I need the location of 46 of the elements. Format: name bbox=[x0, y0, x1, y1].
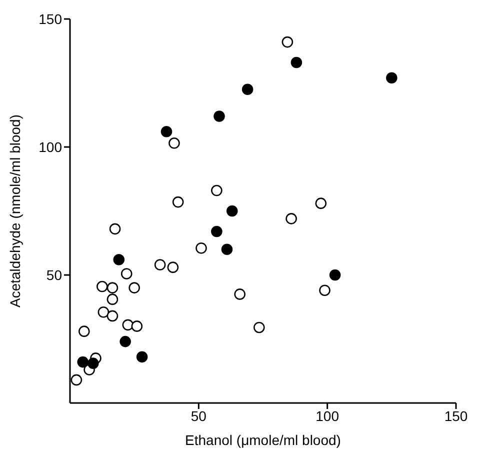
point bbox=[120, 268, 132, 280]
point bbox=[113, 254, 125, 266]
point bbox=[131, 320, 143, 332]
point bbox=[214, 110, 225, 122]
point bbox=[77, 356, 89, 368]
point bbox=[167, 262, 179, 273]
x-tick-label: 100 bbox=[316, 408, 340, 424]
point bbox=[106, 282, 118, 294]
point bbox=[253, 322, 265, 334]
point bbox=[211, 226, 222, 238]
point bbox=[319, 284, 330, 296]
point bbox=[136, 351, 148, 363]
point bbox=[106, 310, 118, 322]
point bbox=[315, 198, 327, 209]
x-axis-title: Ethanol (μmole/ml blood) bbox=[185, 432, 341, 448]
point bbox=[282, 36, 294, 48]
x-tick-label: 150 bbox=[444, 408, 468, 424]
point bbox=[122, 319, 134, 331]
point bbox=[154, 259, 166, 270]
point bbox=[96, 280, 108, 292]
point bbox=[196, 242, 207, 254]
point bbox=[226, 205, 238, 217]
point bbox=[168, 138, 180, 149]
y-tick-label: 150 bbox=[38, 10, 62, 27]
point bbox=[329, 269, 341, 281]
y-tick-label: 50 bbox=[46, 266, 62, 283]
y-tick-label: 100 bbox=[38, 138, 62, 155]
point bbox=[78, 326, 90, 337]
point bbox=[70, 374, 82, 386]
x-tick-label: 50 bbox=[190, 408, 207, 424]
point bbox=[109, 223, 121, 235]
point bbox=[221, 244, 233, 256]
point bbox=[88, 358, 99, 369]
point bbox=[386, 72, 398, 84]
point bbox=[106, 294, 118, 305]
point bbox=[286, 213, 297, 224]
point bbox=[160, 126, 172, 138]
point bbox=[172, 196, 184, 208]
point bbox=[98, 306, 110, 318]
point bbox=[242, 84, 254, 96]
point bbox=[211, 184, 222, 196]
point bbox=[128, 282, 140, 294]
point bbox=[234, 288, 246, 300]
y-axis-title: Acetaldehyde (nmole/ml blood) bbox=[6, 114, 23, 308]
point bbox=[120, 336, 131, 348]
point bbox=[290, 56, 302, 68]
